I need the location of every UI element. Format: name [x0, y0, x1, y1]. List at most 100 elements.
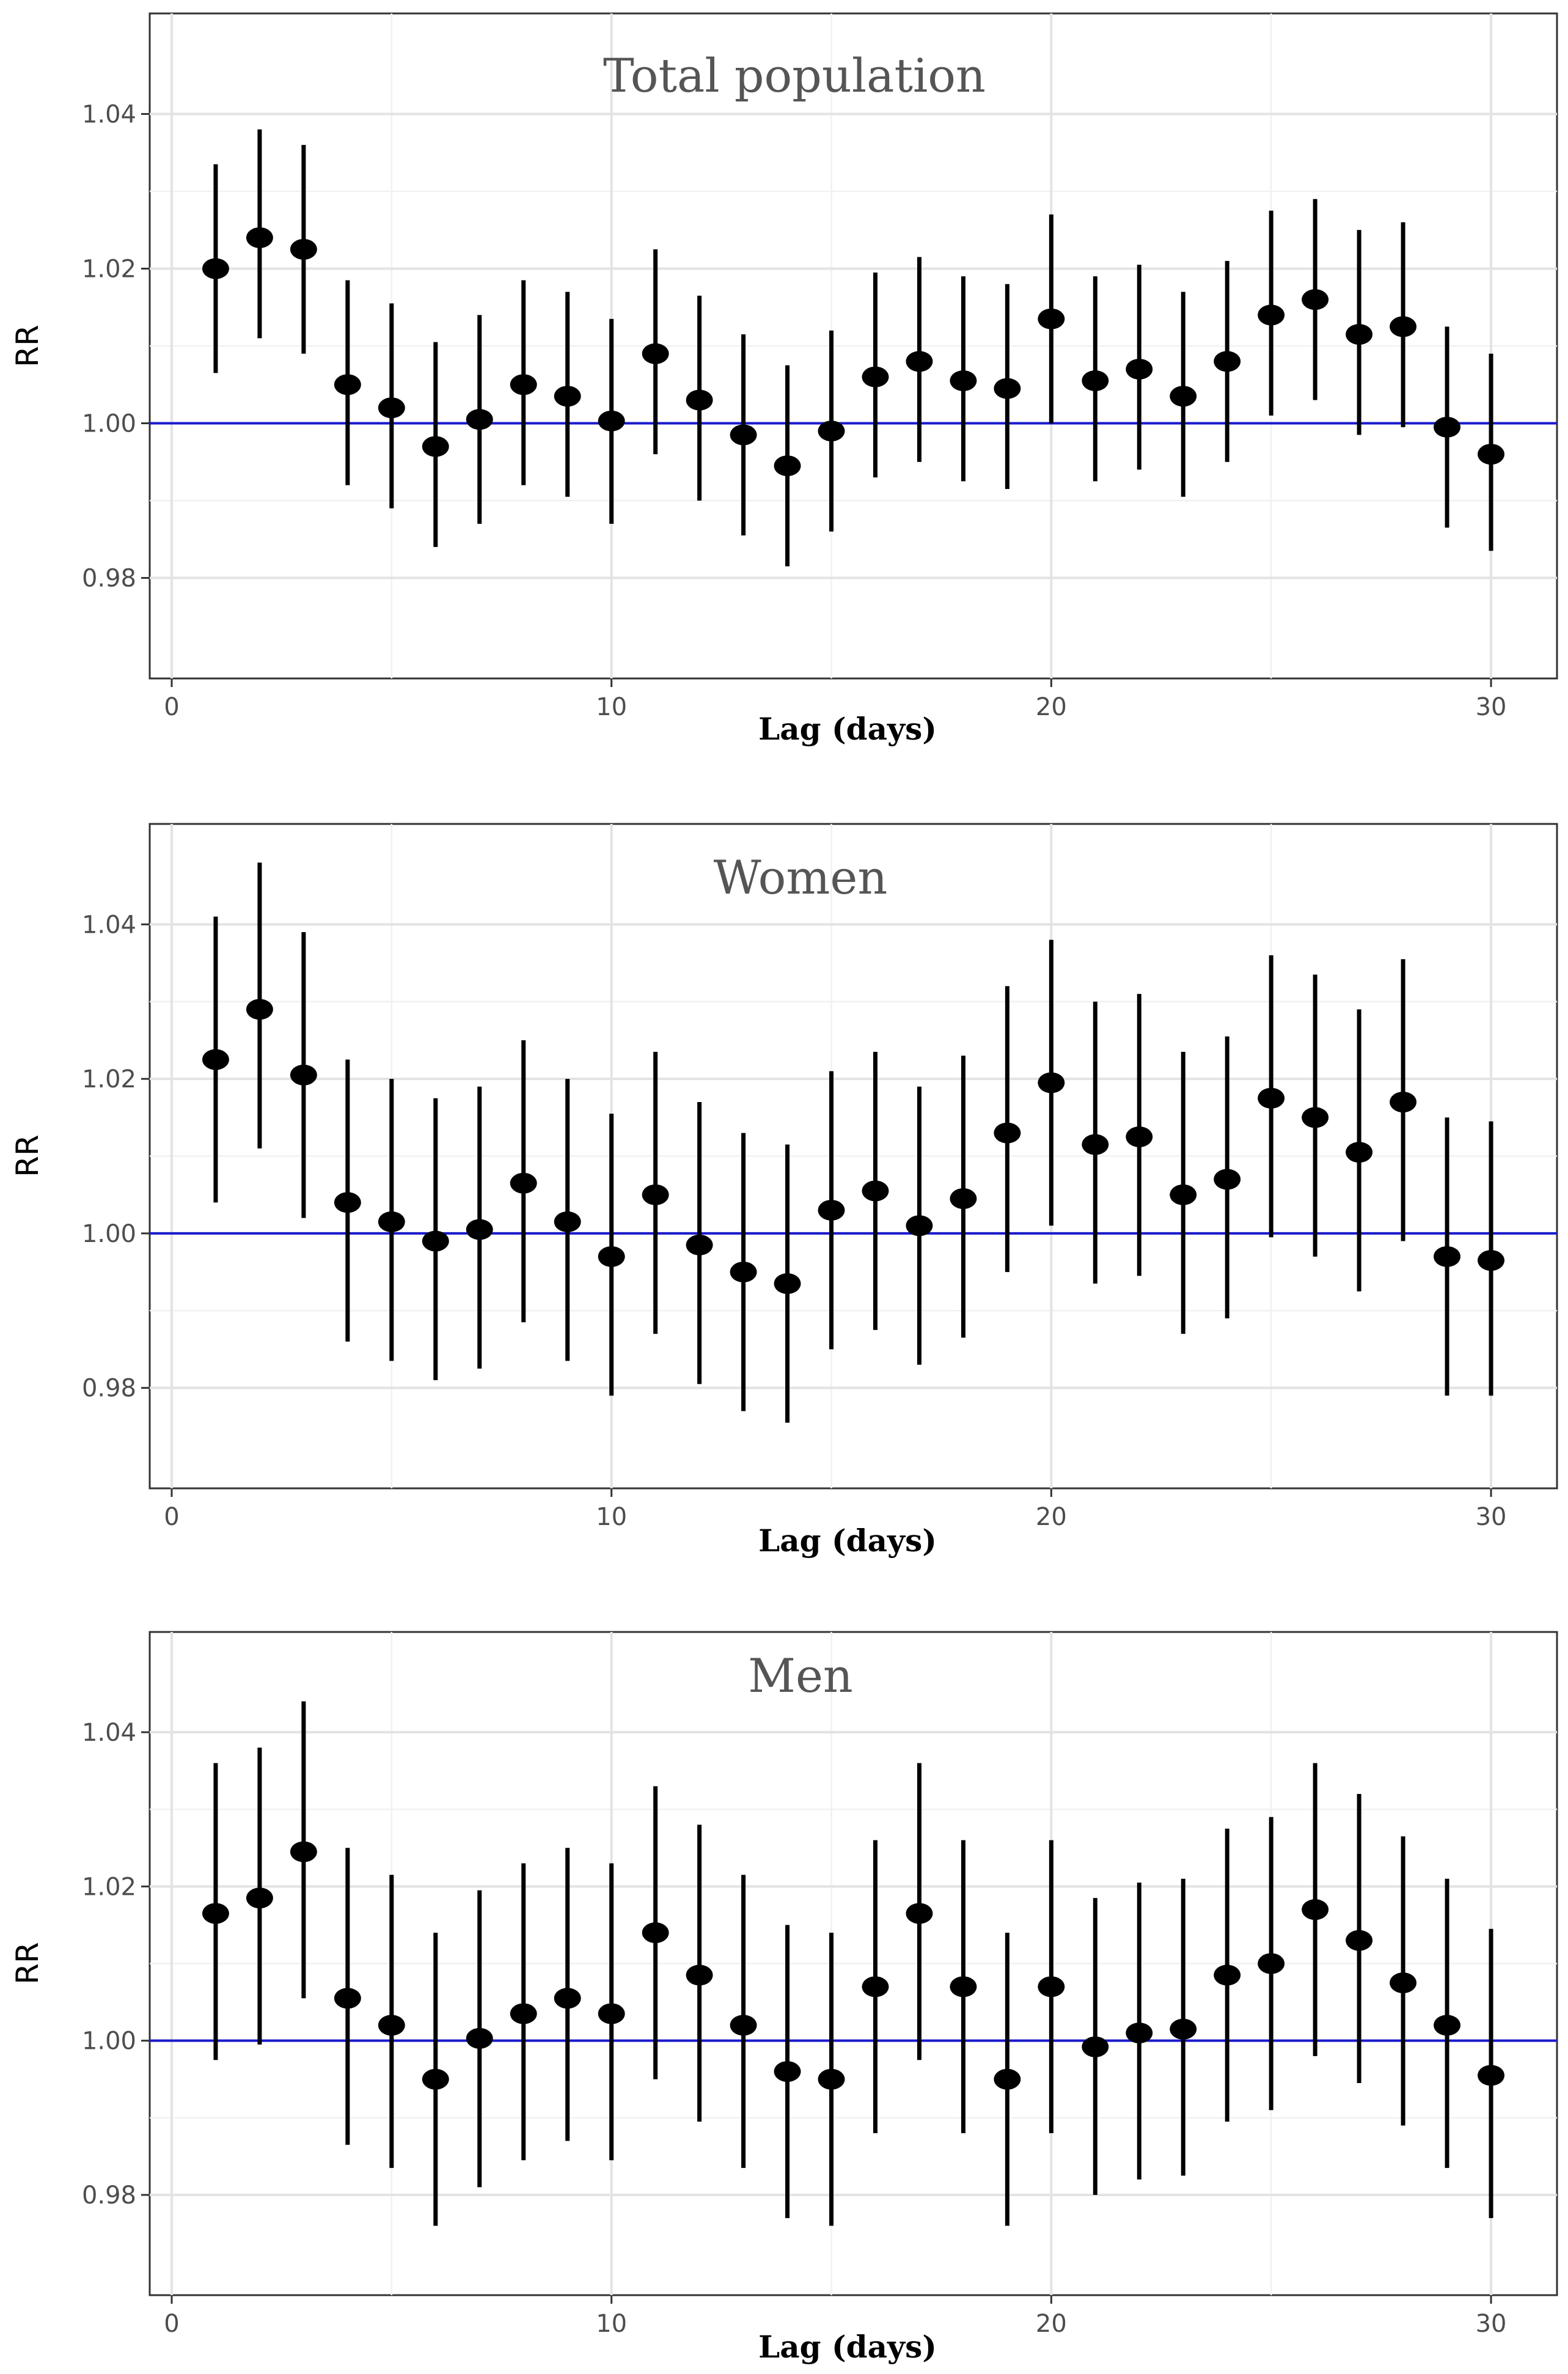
- y-tick-label: 0.98: [82, 565, 136, 593]
- x-tick-label: 30: [1476, 1503, 1507, 1531]
- x-tick-label: 10: [596, 693, 627, 721]
- x-tick-label: 30: [1476, 693, 1507, 721]
- x-tick-labels: 0 10 20 30: [164, 2310, 1506, 2338]
- rr-point-lag-26: [1302, 1107, 1329, 1128]
- x-axis-label: Lag (days): [758, 1523, 937, 1559]
- y-tick-labels: 0.98 1.00 1.02 1.04: [82, 911, 136, 1402]
- x-tick-label: 30: [1476, 2310, 1507, 2338]
- rr-point-lag-20: [1038, 1976, 1065, 1997]
- rr-point-lag-24: [1214, 1964, 1241, 1986]
- rr-point-lag-16: [862, 1180, 889, 1202]
- rr-point-lag-24: [1214, 351, 1241, 372]
- rr-point-lag-21: [1082, 370, 1109, 391]
- rr-point-lag-22: [1126, 358, 1153, 380]
- rr-point-lag-9: [554, 1988, 581, 2009]
- rr-point-lag-10: [598, 1246, 625, 1267]
- x-tick-label: 20: [1036, 693, 1067, 721]
- rr-point-lag-13: [730, 1262, 757, 1283]
- y-tick-label: 1.00: [82, 1220, 136, 1248]
- rr-point-lag-4: [334, 1192, 361, 1213]
- rr-point-lag-22: [1126, 1126, 1153, 1147]
- y-tick-label: 1.02: [82, 255, 136, 283]
- rr-point-lag-2: [246, 1887, 273, 1909]
- panel-title: Total population: [603, 48, 986, 103]
- rr-point-lag-18: [950, 1976, 977, 1997]
- rr-point-lag-9: [554, 1211, 581, 1232]
- rr-point-lag-27: [1346, 324, 1373, 345]
- rr-point-lag-13: [730, 2015, 757, 2036]
- rr-point-lag-17: [906, 1215, 933, 1237]
- rr-point-lag-8: [510, 374, 537, 395]
- rr-point-lag-4: [334, 1988, 361, 2009]
- rr-point-lag-16: [862, 366, 889, 388]
- y-tick-labels: 0.98 1.00 1.02 1.04: [82, 100, 136, 592]
- panel-men: 0.98 1.00 1.02 1.04 0 10 20 30 Men RR Lag (day…: [10, 1631, 1558, 2365]
- rr-point-lag-17: [906, 351, 933, 372]
- rr-point-lag-4: [334, 374, 361, 395]
- gridlines: [150, 13, 1557, 678]
- x-tick-label: 10: [596, 1503, 627, 1531]
- rr-point-lag-12: [686, 389, 713, 411]
- rr-point-lag-6: [422, 436, 449, 457]
- x-tick-label: 20: [1036, 2310, 1067, 2338]
- rr-point-lag-11: [642, 1922, 669, 1944]
- rr-point-lag-5: [378, 397, 405, 419]
- rr-point-lag-27: [1346, 1930, 1373, 1951]
- y-tick-label: 1.02: [82, 1873, 136, 1901]
- y-tick-label: 1.04: [82, 911, 136, 939]
- rr-point-lag-3: [290, 1841, 317, 1862]
- rr-point-lag-27: [1346, 1142, 1373, 1163]
- rr-point-lag-14: [774, 2061, 801, 2082]
- y-tick-label: 0.98: [82, 2181, 136, 2210]
- x-tick-label: 20: [1036, 1503, 1067, 1531]
- y-axis-label: RR: [10, 1134, 45, 1177]
- rr-point-lag-28: [1390, 1092, 1417, 1113]
- rr-point-lag-15: [818, 2068, 845, 2090]
- rr-point-lag-3: [290, 1064, 317, 1086]
- rr-point-lag-3: [290, 238, 317, 260]
- rr-point-lag-21: [1082, 2036, 1109, 2057]
- rr-point-lag-20: [1038, 1072, 1065, 1093]
- rr-point-lag-19: [994, 2068, 1021, 2090]
- rr-point-lag-1: [202, 1903, 229, 1924]
- rr-point-lag-1: [202, 1049, 229, 1070]
- rr-point-lag-12: [686, 1964, 713, 1986]
- rr-point-lag-30: [1478, 1250, 1505, 1271]
- rr-point-lag-11: [642, 1184, 669, 1205]
- rr-point-lag-30: [1478, 444, 1505, 465]
- rr-point-lag-18: [950, 370, 977, 391]
- rr-point-lag-5: [378, 2015, 405, 2036]
- rr-point-lag-9: [554, 386, 581, 407]
- rr-point-lag-14: [774, 455, 801, 477]
- rr-point-lag-8: [510, 2003, 537, 2024]
- rr-point-lag-7: [466, 2027, 493, 2049]
- rr-point-lag-29: [1434, 2015, 1461, 2036]
- x-tick-label: 0: [164, 693, 179, 721]
- rr-point-lag-14: [774, 1273, 801, 1295]
- rr-points: [202, 1841, 1505, 2090]
- rr-points: [202, 999, 1505, 1295]
- rr-point-lag-28: [1390, 1972, 1417, 1994]
- gridlines: [150, 824, 1557, 1488]
- x-tick-label: 0: [164, 2310, 179, 2338]
- y-tick-label: 1.04: [82, 1719, 136, 1747]
- y-tick-label: 1.02: [82, 1065, 136, 1093]
- rr-point-lag-6: [422, 1230, 449, 1252]
- x-axis-label: Lag (days): [758, 2329, 937, 2365]
- rr-point-lag-26: [1302, 1899, 1329, 1920]
- y-tick-label: 0.98: [82, 1375, 136, 1403]
- axis-ticks: [141, 1731, 1492, 2304]
- rr-point-lag-1: [202, 258, 229, 279]
- rr-point-lag-8: [510, 1172, 537, 1194]
- rr-point-lag-19: [994, 378, 1021, 399]
- rr-point-lag-28: [1390, 316, 1417, 337]
- rr-point-lag-2: [246, 227, 273, 248]
- rr-point-lag-10: [598, 2003, 625, 2024]
- rr-point-lag-12: [686, 1234, 713, 1255]
- gridlines: [150, 1632, 1557, 2295]
- rr-point-lag-6: [422, 2068, 449, 2090]
- axis-ticks: [141, 923, 1492, 1497]
- panel-women: 0.98 1.00 1.02 1.04 0 10 20 30 Women RR Lag (d…: [10, 823, 1558, 1559]
- rr-point-lag-29: [1434, 416, 1461, 438]
